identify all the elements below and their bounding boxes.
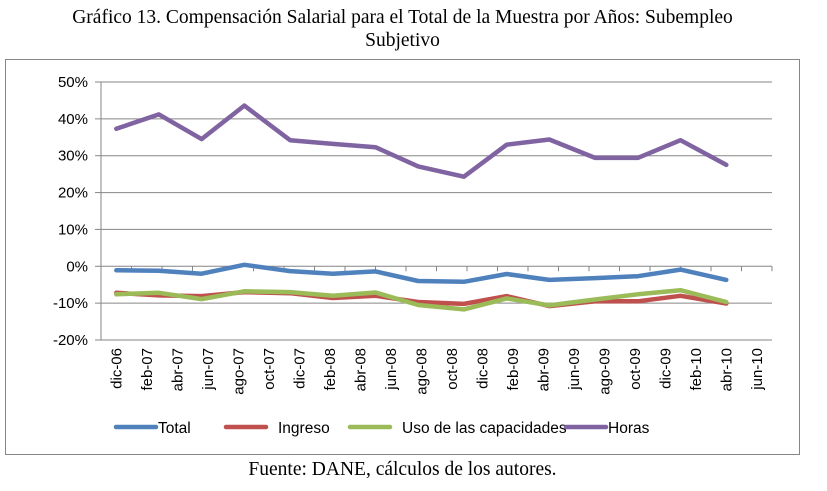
x-tick-label: feb-08 <box>322 348 339 391</box>
chart-frame <box>5 59 800 455</box>
x-tick-label: ago-08 <box>413 348 430 395</box>
x-tick-label: jun-10 <box>749 348 766 391</box>
y-tick-label: 10% <box>58 221 88 238</box>
x-tick-label: oct-09 <box>627 348 644 390</box>
series-lines <box>114 103 729 312</box>
legend-label: Uso de las capacidades <box>402 420 567 437</box>
x-tick-label: dic-09 <box>657 348 674 389</box>
chart-title-line1: Gráfico 13. Compensación Salarial para e… <box>72 7 733 28</box>
x-tick-label: ago-09 <box>596 348 613 395</box>
series-line-horas <box>114 103 729 179</box>
x-tick-label: abr-07 <box>169 348 186 391</box>
y-tick-label: 20% <box>58 185 88 202</box>
x-tick-label: oct-07 <box>261 348 278 390</box>
legend-label: Total <box>158 420 191 437</box>
x-tick-label: jun-08 <box>383 348 400 391</box>
legend-item: Total <box>113 420 191 437</box>
x-tick-label: abr-10 <box>718 348 735 391</box>
source-note: Fuente: DANE, cálculos de los autores. <box>248 459 557 480</box>
x-tick-label: abr-09 <box>535 348 552 391</box>
x-tick-label: dic-06 <box>108 348 125 389</box>
legend-label: Horas <box>608 420 650 437</box>
y-tick-label: 50% <box>58 74 88 91</box>
series-line-total <box>114 262 729 285</box>
y-tick-label: 30% <box>58 148 88 165</box>
x-axis-ticks: dic-06 feb-07 abr-07 jun-07 ago-07 oct-07 dic-… <box>100 266 773 395</box>
y-tick-label: -10% <box>53 295 88 312</box>
x-tick-label: abr-08 <box>352 348 369 391</box>
x-tick-label: jun-07 <box>200 348 217 391</box>
x-tick-label: ago-07 <box>230 348 247 395</box>
legend-item: Ingreso <box>223 420 330 437</box>
chart-title-line2: Subjetivo <box>365 30 440 51</box>
x-tick-label: feb-09 <box>505 348 522 391</box>
y-tick-label: 40% <box>58 111 88 128</box>
y-tick-label: -20% <box>53 332 88 349</box>
x-tick-label: feb-10 <box>688 348 705 391</box>
chart-title: Gráfico 13. Compensación Salarial para e… <box>0 6 805 52</box>
y-tick-label: 0% <box>66 258 88 275</box>
legend-item: Horas <box>563 420 650 437</box>
legend-item: Uso de las capacidades <box>347 420 567 437</box>
x-tick-label: jun-09 <box>566 348 583 391</box>
legend: Total Ingreso Uso de las capacidades Horas <box>113 420 650 437</box>
x-tick-label: oct-08 <box>444 348 461 390</box>
x-tick-label: dic-07 <box>291 348 308 389</box>
legend-label: Ingreso <box>278 420 330 437</box>
x-tick-label: feb-07 <box>139 348 156 391</box>
x-tick-label: dic-08 <box>474 348 491 389</box>
y-axis-ticks: 50% 40% 30% 20% 10% 0% -10% -20% <box>53 74 101 349</box>
